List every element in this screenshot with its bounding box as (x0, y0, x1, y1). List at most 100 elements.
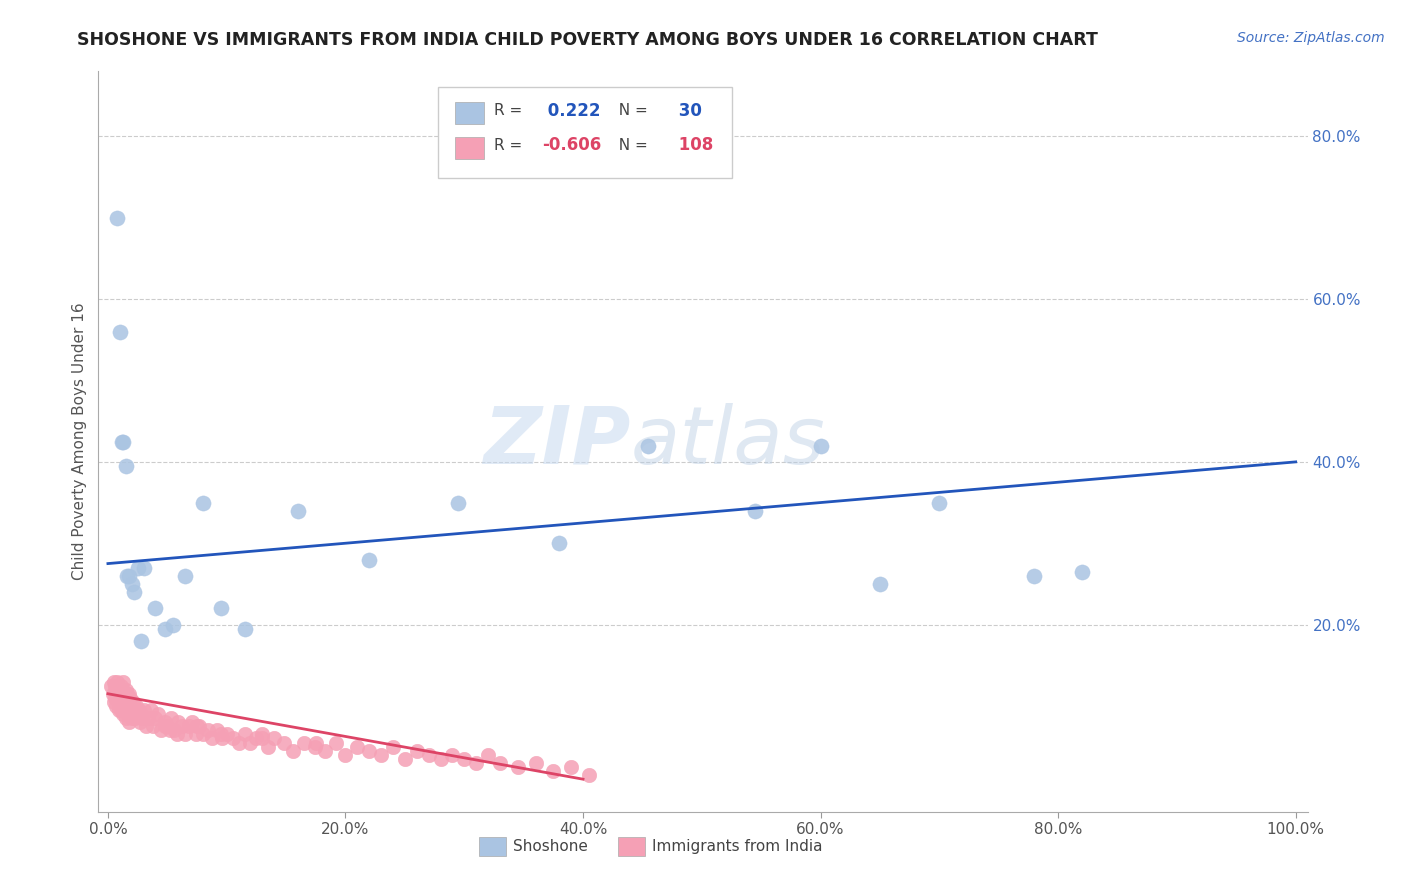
Text: Shoshone: Shoshone (513, 839, 588, 854)
Point (170, 719, 193, 733)
Point (139, 703, 162, 717)
Point (107, 687, 129, 701)
Point (150, 723, 173, 738)
Point (135, 719, 157, 733)
Point (114, 458, 136, 473)
Text: SHOSHONE VS IMMIGRANTS FROM INDIA CHILD POVERTY AMONG BOYS UNDER 16 CORRELATION : SHOSHONE VS IMMIGRANTS FROM INDIA CHILD … (77, 31, 1098, 49)
Point (359, 552, 381, 566)
Point (287, 504, 309, 518)
Point (405, 744, 427, 758)
Point (110, 703, 132, 717)
Point (197, 723, 219, 738)
Point (209, 727, 232, 741)
Point (129, 707, 152, 722)
Point (107, 674, 129, 689)
Point (174, 727, 197, 741)
Point (382, 739, 405, 754)
Point (560, 760, 582, 774)
Text: -0.606: -0.606 (543, 136, 602, 154)
Point (524, 756, 547, 770)
Y-axis label: Child Poverty Among Boys Under 16: Child Poverty Among Boys Under 16 (72, 302, 87, 581)
Point (122, 585, 145, 599)
Point (548, 536, 571, 550)
Point (127, 560, 149, 574)
Point (869, 577, 891, 591)
Point (156, 719, 179, 733)
Point (257, 739, 280, 754)
Point (153, 622, 176, 636)
Text: R =: R = (494, 103, 527, 118)
Point (211, 731, 233, 746)
Point (228, 735, 250, 749)
Point (108, 682, 131, 697)
Point (578, 768, 600, 782)
Point (142, 719, 165, 733)
Point (115, 687, 138, 701)
FancyBboxPatch shape (479, 837, 506, 856)
Text: atlas: atlas (630, 402, 825, 481)
Point (136, 711, 159, 725)
Point (359, 744, 381, 758)
Point (429, 752, 451, 766)
Text: R =: R = (494, 138, 527, 153)
Point (118, 715, 141, 730)
Point (1070, 565, 1092, 579)
Point (108, 325, 131, 339)
Point (101, 687, 124, 701)
Point (325, 735, 347, 749)
Point (191, 727, 214, 741)
Point (418, 747, 440, 762)
Point (159, 723, 181, 738)
Point (314, 744, 336, 758)
FancyBboxPatch shape (456, 136, 484, 159)
Point (103, 674, 125, 689)
Point (370, 747, 392, 762)
Point (160, 711, 183, 725)
Point (104, 679, 127, 693)
FancyBboxPatch shape (619, 837, 645, 856)
Point (346, 739, 368, 754)
Text: Immigrants from India: Immigrants from India (652, 839, 823, 854)
Point (543, 764, 565, 778)
Point (128, 703, 150, 717)
Point (121, 703, 143, 717)
Point (124, 711, 146, 725)
Point (107, 211, 129, 225)
Point (453, 752, 475, 766)
Point (121, 711, 143, 725)
Point (205, 723, 228, 738)
Point (145, 601, 167, 615)
Point (107, 703, 129, 717)
Point (114, 690, 136, 705)
Point (153, 719, 176, 733)
Point (112, 434, 135, 449)
Point (108, 690, 131, 705)
Point (209, 601, 232, 615)
Point (111, 698, 134, 713)
FancyBboxPatch shape (456, 102, 484, 124)
Point (120, 698, 142, 713)
Point (107, 695, 129, 709)
Point (201, 731, 224, 746)
Point (167, 715, 190, 730)
Point (489, 756, 512, 770)
Point (121, 695, 143, 709)
Point (166, 727, 188, 741)
Point (305, 735, 328, 749)
Point (118, 568, 141, 582)
Point (114, 682, 136, 697)
Point (146, 707, 169, 722)
Point (637, 439, 659, 453)
Point (186, 719, 208, 733)
FancyBboxPatch shape (439, 87, 733, 178)
Point (115, 568, 138, 582)
Point (239, 735, 262, 749)
Point (120, 690, 142, 705)
Point (184, 727, 207, 741)
Point (125, 698, 148, 713)
Point (188, 719, 211, 733)
Point (477, 747, 499, 762)
Point (132, 560, 155, 574)
Point (117, 698, 139, 713)
Point (506, 760, 529, 774)
